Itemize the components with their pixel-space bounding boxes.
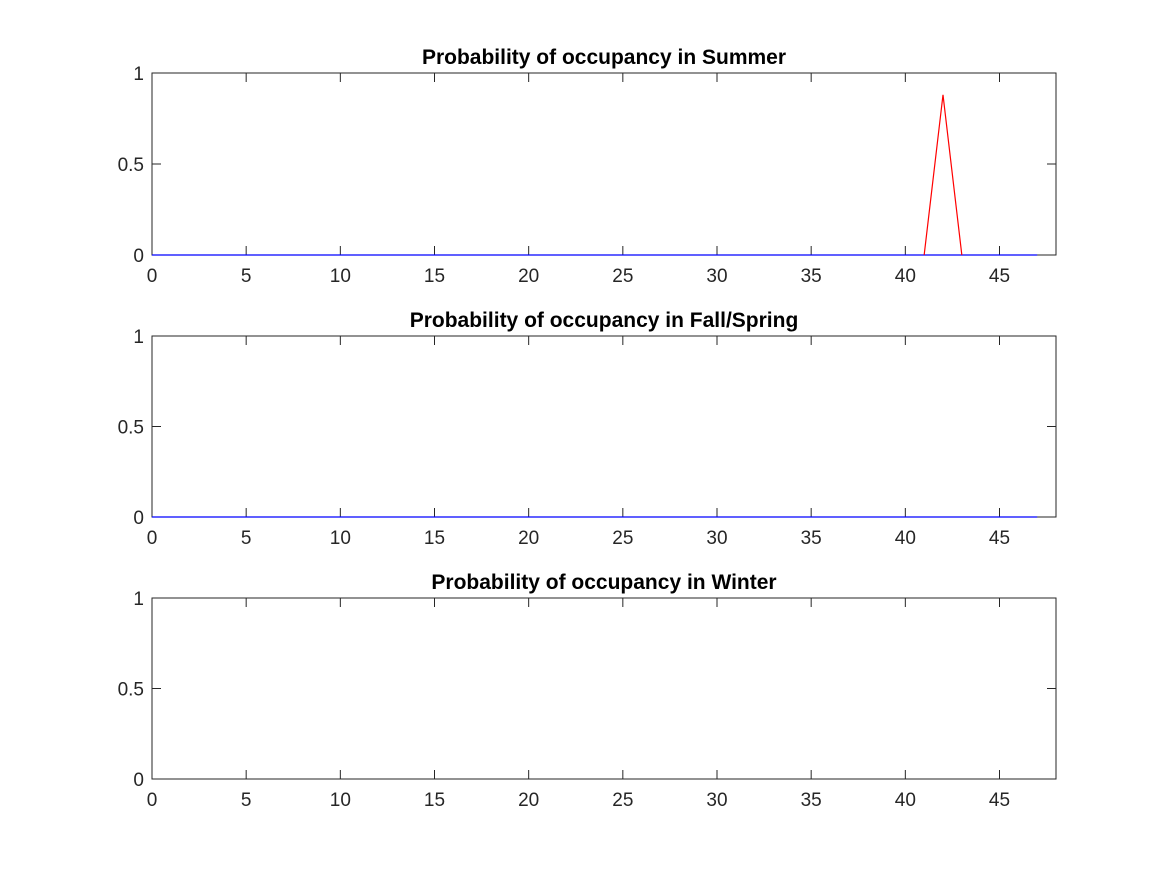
x-tick-label: 0 — [147, 528, 158, 549]
axes-box — [151, 72, 1057, 256]
x-tick-label: 5 — [241, 266, 252, 287]
x-tick-label: 15 — [424, 528, 445, 549]
x-tick-label: 15 — [424, 790, 445, 811]
x-tick-label: 35 — [801, 790, 822, 811]
y-tick-label: 0.5 — [118, 680, 144, 701]
y-tick-label: 0 — [133, 508, 144, 529]
x-tick-label: 10 — [330, 266, 351, 287]
x-tick-label: 40 — [895, 266, 916, 287]
subplot-summer: 0 5 10 15 20 25 30 35 40 45 0 0.5 1 Probability of oc… — [118, 46, 1057, 287]
x-tick-label: 45 — [989, 528, 1010, 549]
x-tick-label: 25 — [612, 528, 633, 549]
x-tick-label: 0 — [147, 790, 158, 811]
y-tick-label: 1 — [133, 589, 144, 610]
x-tick-label: 30 — [706, 266, 727, 287]
y-tick-label: 0 — [133, 770, 144, 791]
x-tick-label: 30 — [706, 790, 727, 811]
x-tick-label: 25 — [612, 266, 633, 287]
y-tick-label: 0.5 — [118, 418, 144, 439]
y-tick-label: 1 — [133, 327, 144, 348]
x-tick-label: 35 — [801, 266, 822, 287]
x-tick-label: 40 — [895, 790, 916, 811]
axes-box — [151, 335, 1057, 518]
x-tick-label: 20 — [518, 790, 539, 811]
x-tick-label: 45 — [989, 266, 1010, 287]
x-tick-label: 30 — [706, 528, 727, 549]
x-tick-label: 45 — [989, 790, 1010, 811]
x-tick-label: 0 — [147, 266, 158, 287]
x-tick-label: 15 — [424, 266, 445, 287]
chart-title: Probability of occupancy in Fall/Spring — [410, 309, 799, 332]
chart-title: Probability of occupancy in Summer — [422, 46, 786, 69]
x-tick-label: 40 — [895, 528, 916, 549]
y-tick-label: 1 — [133, 64, 144, 85]
y-tick-label: 0 — [133, 246, 144, 267]
axes-box — [151, 597, 1057, 780]
x-tick-label: 10 — [330, 790, 351, 811]
y-tick-label: 0.5 — [118, 155, 144, 176]
chart-title: Probability of occupancy in Winter — [431, 571, 776, 594]
x-tick-label: 10 — [330, 528, 351, 549]
x-tick-label: 5 — [241, 528, 252, 549]
x-tick-label: 5 — [241, 790, 252, 811]
x-tick-label: 20 — [518, 528, 539, 549]
x-tick-label: 25 — [612, 790, 633, 811]
series-line-1 — [923, 94, 963, 256]
subplot-fall-spring: 0 5 10 15 20 25 30 35 40 45 0 0.5 1 Probability of oc… — [118, 309, 1057, 549]
x-tick-label: 20 — [518, 266, 539, 287]
subplot-winter: 0 5 10 15 20 25 30 35 40 45 0 0.5 1 Probability of oc… — [118, 571, 1057, 811]
x-tick-label: 35 — [801, 528, 822, 549]
